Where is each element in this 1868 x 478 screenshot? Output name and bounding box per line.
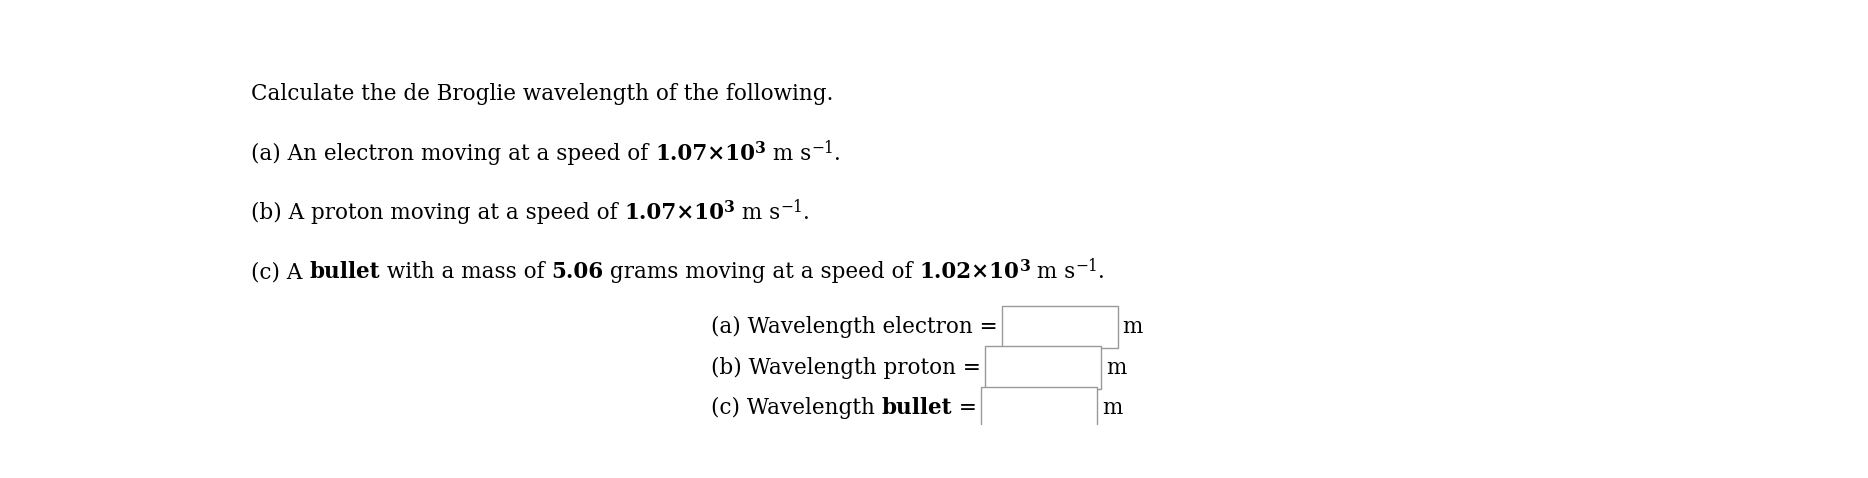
- Text: (b) A proton moving at a speed of: (b) A proton moving at a speed of: [250, 202, 624, 224]
- Text: m s: m s: [766, 143, 811, 165]
- Text: −1: −1: [1076, 258, 1098, 274]
- Bar: [984, 347, 1100, 389]
- Text: Calculate the de Broglie wavelength of the following.: Calculate the de Broglie wavelength of t…: [250, 83, 833, 105]
- Text: m: m: [1102, 397, 1123, 419]
- Bar: [981, 387, 1097, 429]
- Text: .: .: [1098, 261, 1106, 283]
- Text: 3: 3: [1020, 258, 1031, 274]
- Text: m s: m s: [1031, 261, 1076, 283]
- Text: .: .: [803, 202, 811, 224]
- Text: −1: −1: [781, 199, 803, 216]
- Text: m: m: [1106, 357, 1126, 379]
- Text: 3: 3: [725, 199, 736, 216]
- Text: bullet: bullet: [308, 261, 379, 283]
- Text: m: m: [1123, 316, 1143, 338]
- Text: 1.02×10: 1.02×10: [919, 261, 1020, 283]
- Text: (a) Wavelength electron =: (a) Wavelength electron =: [712, 316, 998, 338]
- Text: grams moving at a speed of: grams moving at a speed of: [603, 261, 919, 283]
- Text: 1.07×10: 1.07×10: [656, 143, 755, 165]
- Bar: [1001, 306, 1117, 348]
- Text: 3: 3: [755, 140, 766, 157]
- Text: 1.07×10: 1.07×10: [624, 202, 725, 224]
- Text: 5.06: 5.06: [551, 261, 603, 283]
- Text: .: .: [833, 143, 841, 165]
- Text: with a mass of: with a mass of: [379, 261, 551, 283]
- Text: =: =: [953, 397, 977, 419]
- Text: (b) Wavelength proton =: (b) Wavelength proton =: [712, 357, 981, 379]
- Text: (a) An electron moving at a speed of: (a) An electron moving at a speed of: [250, 143, 656, 165]
- Text: bullet: bullet: [882, 397, 953, 419]
- Text: (c) A: (c) A: [250, 261, 308, 283]
- Text: −1: −1: [811, 140, 833, 157]
- Text: (c) Wavelength: (c) Wavelength: [712, 397, 882, 419]
- Text: m s: m s: [736, 202, 781, 224]
